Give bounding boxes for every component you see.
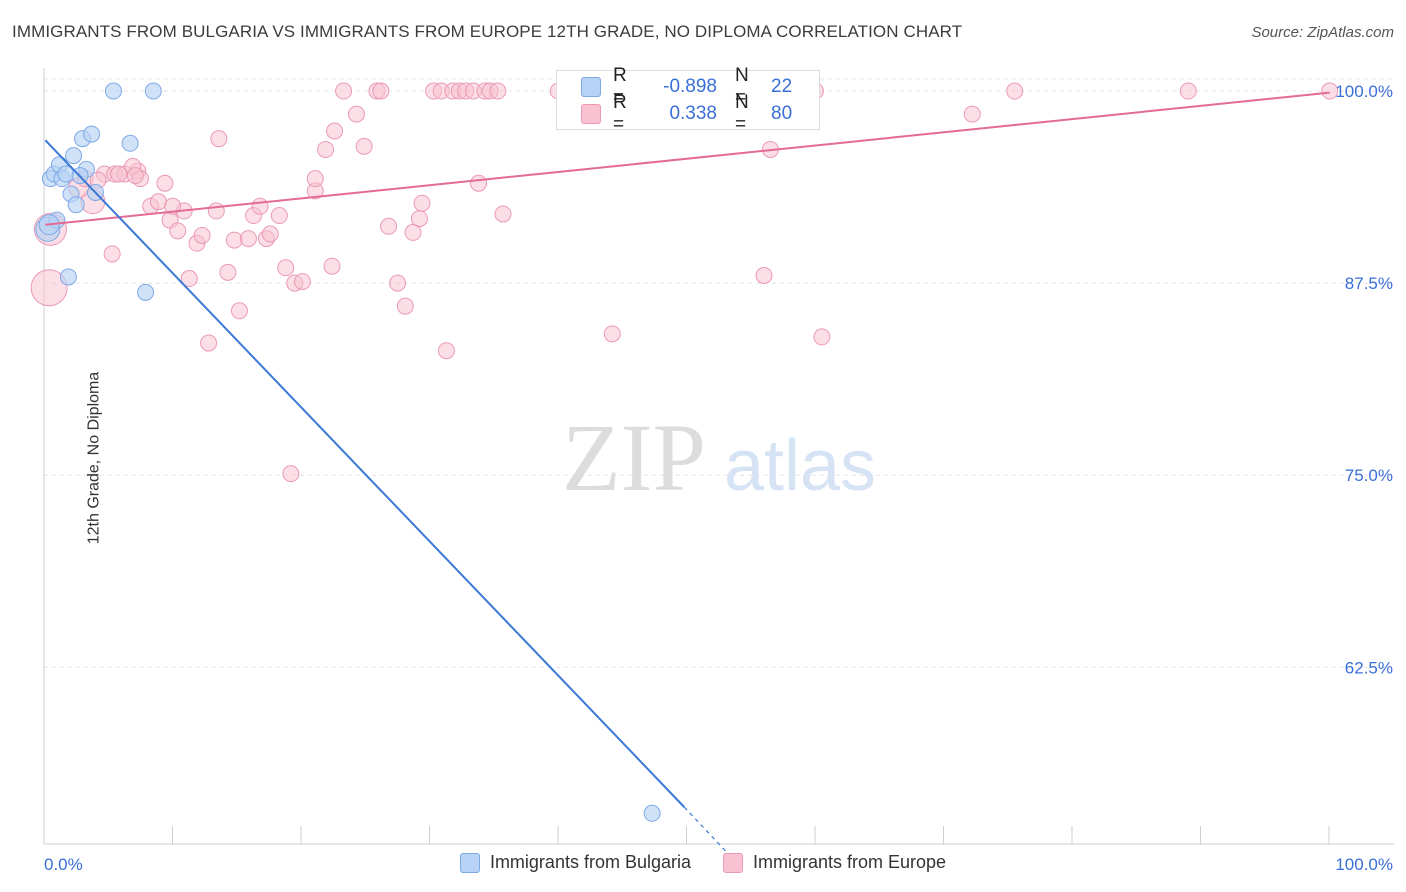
europe-point: [293, 273, 311, 291]
bulgaria-point: [59, 268, 77, 286]
stats-r-value: -0.898: [663, 76, 717, 97]
europe-point: [317, 140, 335, 158]
europe-point: [225, 231, 243, 249]
europe-point: [306, 170, 324, 188]
europe-point: [30, 269, 68, 307]
stats-r-label: R =: [613, 92, 627, 135]
bulgaria-point: [643, 804, 661, 822]
trend-lines: [44, 91, 1330, 869]
europe-point: [389, 274, 407, 292]
stats-swatch-bulgaria: [581, 77, 601, 97]
europe-point: [347, 105, 365, 123]
europe-point: [470, 174, 488, 192]
europe-point: [110, 165, 128, 183]
europe-point: [1006, 82, 1024, 100]
europe-point: [193, 226, 211, 244]
watermark-zip: ZIP: [562, 404, 706, 511]
europe-point: [326, 122, 344, 140]
bulgaria-point: [83, 125, 101, 143]
europe-point: [282, 465, 300, 483]
tick-labels: 100.0% 87.5% 75.0% 62.5% 0.0% 100.0%: [44, 82, 1393, 874]
europe-point: [494, 205, 512, 223]
europe-point: [239, 230, 257, 248]
europe-point: [404, 223, 422, 241]
europe-point: [489, 82, 507, 100]
y-tick-label: 100.0%: [1335, 82, 1393, 101]
stats-swatch-europe: [581, 104, 601, 124]
stats-n-label: N =: [735, 92, 749, 135]
chart-title: IMMIGRANTS FROM BULGARIA VS IMMIGRANTS F…: [12, 22, 963, 41]
bulgaria-point: [137, 283, 155, 301]
europe-point: [396, 297, 414, 315]
x-tick-label: 100.0%: [1335, 855, 1393, 874]
y-axis-label: 12th Grade, No Diploma: [85, 371, 103, 545]
bulgaria-point: [144, 82, 162, 100]
bulgaria-trend-extension: [683, 806, 743, 869]
bulgaria-point: [65, 147, 83, 165]
europe-point: [180, 270, 198, 288]
europe-point: [335, 82, 353, 100]
axes: [43, 68, 1394, 845]
europe-point: [207, 202, 225, 220]
bulgaria-point: [121, 134, 139, 152]
legend-swatch-europe: [723, 852, 743, 873]
europe-point: [210, 130, 228, 148]
europe-point: [963, 105, 981, 123]
bulgaria-point: [67, 196, 85, 214]
y-tick-label: 62.5%: [1345, 658, 1393, 677]
europe-point: [413, 194, 431, 212]
stats-box: R = -0.898 N = 22 R = 0.338 N = 80: [556, 65, 820, 135]
europe-point: [200, 334, 218, 352]
stats-n-value: 22: [771, 76, 793, 97]
y-tick-label: 75.0%: [1345, 466, 1393, 485]
europe-point: [1321, 82, 1339, 100]
europe-point: [103, 245, 121, 263]
stats-n-value: 80: [771, 103, 793, 124]
europe-point: [410, 210, 428, 228]
europe-point: [149, 193, 167, 211]
legend-swatch-bulgaria: [459, 852, 480, 873]
europe-point: [126, 167, 144, 185]
europe-point: [380, 217, 398, 235]
legend-label-bulgaria: Immigrants from Bulgaria: [489, 852, 691, 872]
europe-point: [355, 137, 373, 155]
y-tick-label: 87.5%: [1345, 274, 1393, 293]
europe-point: [437, 342, 455, 360]
chart-source: Source: ZipAtlas.com: [1251, 24, 1394, 41]
stats-r-value: 0.338: [669, 103, 717, 124]
europe-point: [813, 328, 831, 346]
europe-point: [277, 259, 295, 277]
stats-r-label: R =: [613, 65, 627, 108]
europe-point: [1179, 82, 1197, 100]
watermark-atlas: atlas: [724, 426, 876, 506]
stats-n-label: N =: [735, 65, 749, 108]
europe-point: [251, 197, 269, 215]
watermark: ZIP atlas: [562, 404, 876, 511]
legend-label-europe: Immigrants from Europe: [753, 852, 947, 872]
europe-point: [372, 82, 390, 100]
europe-point: [156, 174, 174, 192]
europe-point: [323, 257, 341, 275]
grid: [44, 78, 1394, 668]
europe-point: [755, 266, 773, 284]
legend-item-bulgaria[interactable]: Immigrants from Bulgaria: [459, 852, 691, 873]
legend: Immigrants from Bulgaria Immigrants from…: [0, 852, 1406, 873]
bulgaria-point: [104, 82, 122, 100]
europe-point: [603, 325, 621, 343]
europe-point: [261, 225, 279, 243]
europe-point: [270, 207, 288, 225]
europe-point: [219, 263, 237, 281]
europe-point: [169, 222, 187, 240]
bulgaria-trend-line: [44, 139, 686, 808]
legend-item-europe[interactable]: Immigrants from Europe: [723, 852, 946, 873]
x-tick-label: 0.0%: [44, 855, 83, 874]
europe-point: [230, 302, 248, 320]
europe-trend-line: [45, 91, 1330, 226]
